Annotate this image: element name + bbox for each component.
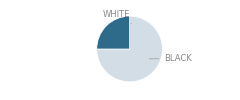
Text: WHITE: WHITE xyxy=(103,10,131,23)
Wedge shape xyxy=(97,16,162,82)
Text: BLACK: BLACK xyxy=(150,54,192,63)
Wedge shape xyxy=(97,16,130,49)
